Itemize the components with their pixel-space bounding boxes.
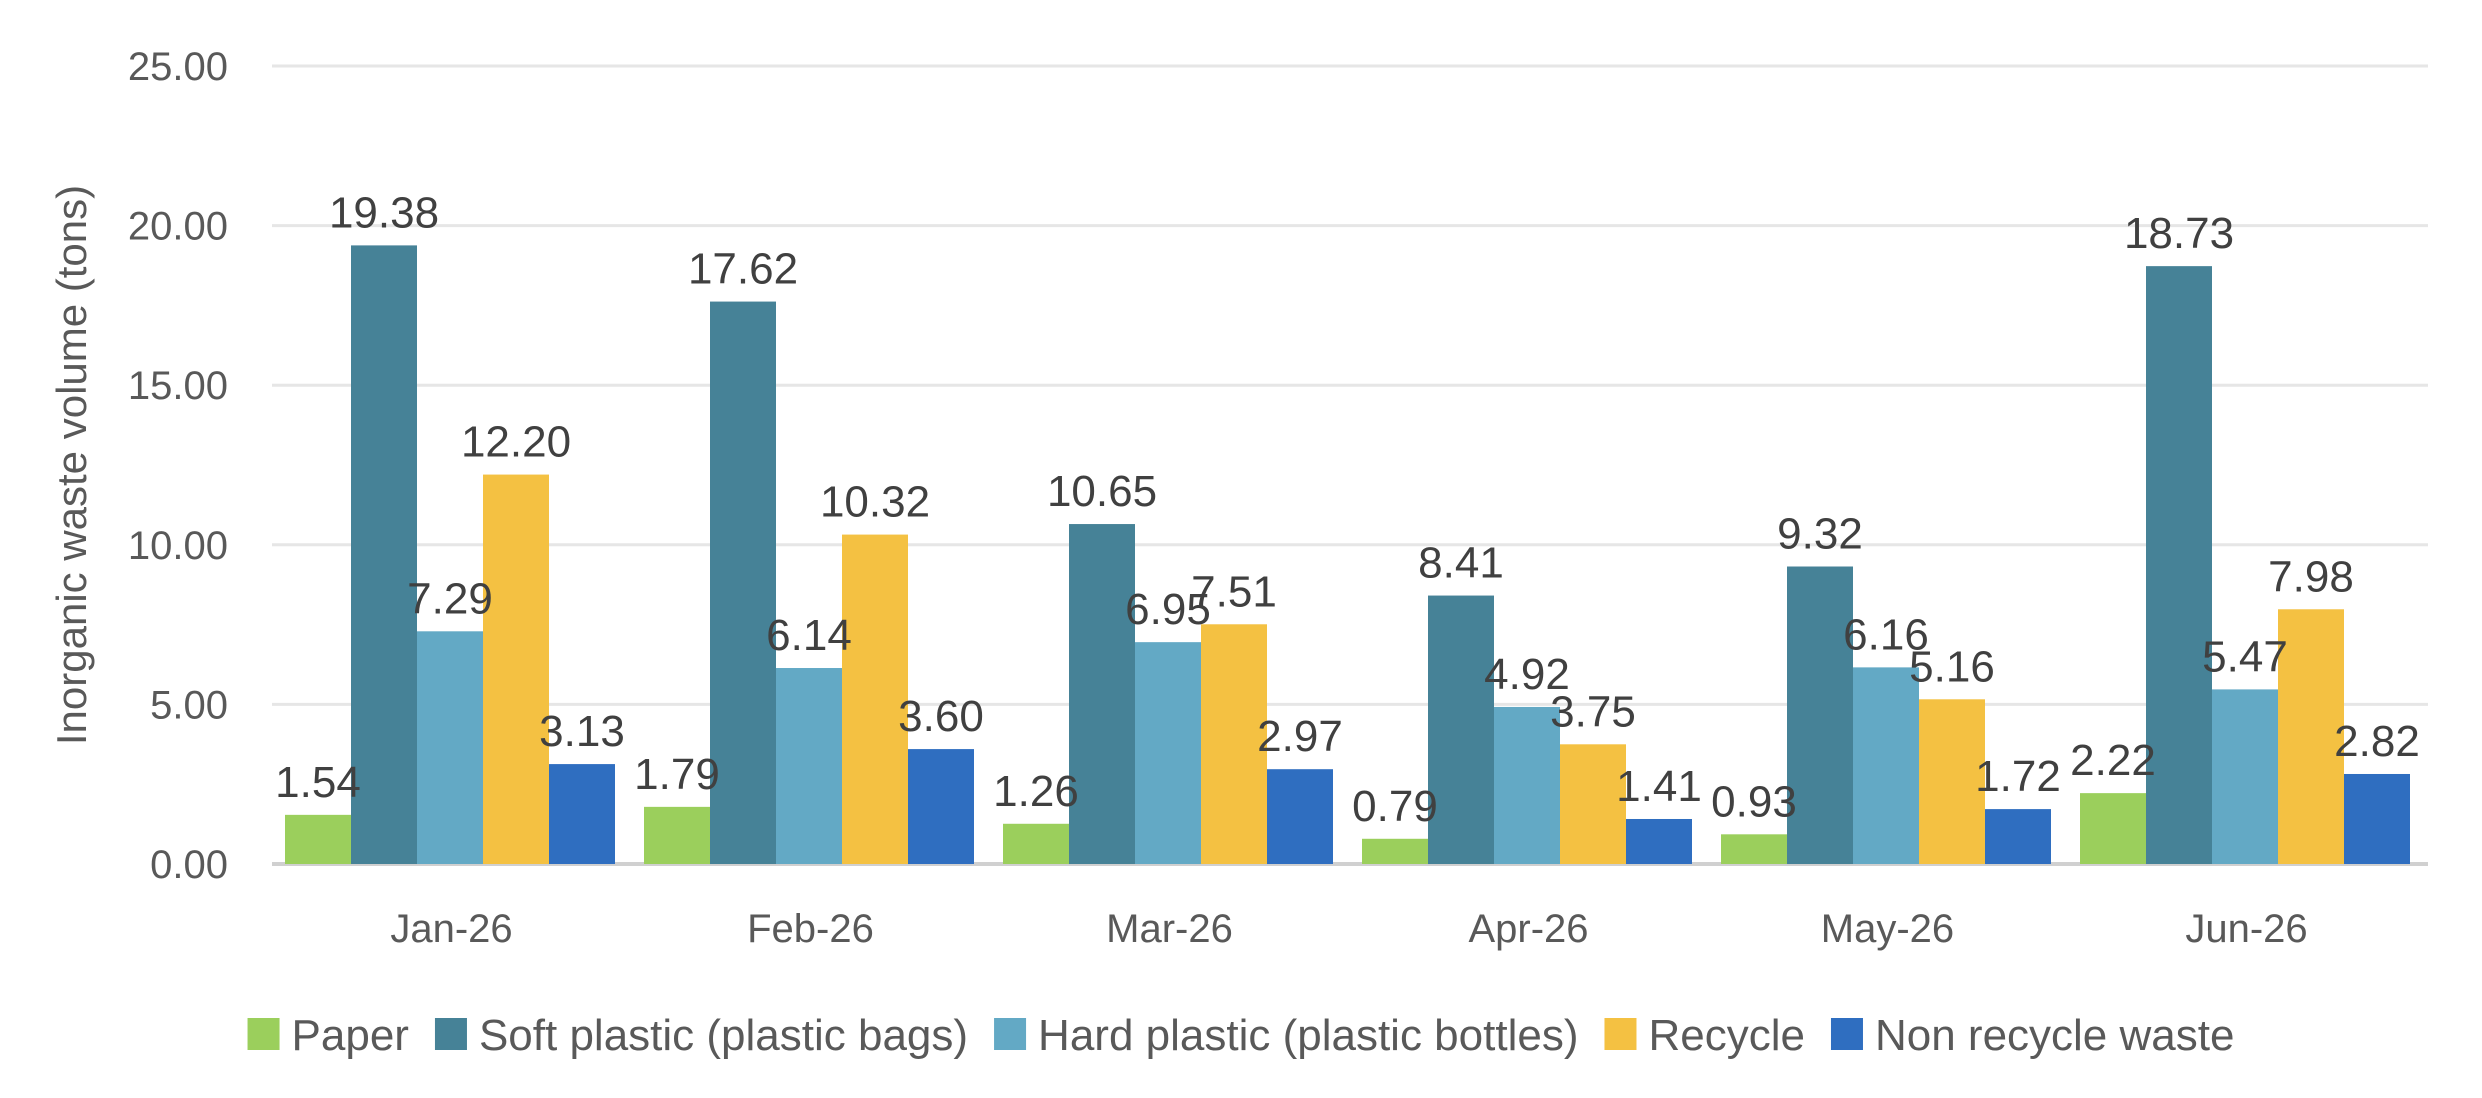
y-tick-label: 0.00 [150, 843, 228, 887]
data-label: 1.26 [993, 767, 1079, 816]
y-axis-title: Inorganic waste volume (tons) [48, 185, 95, 745]
data-label: 12.20 [461, 418, 571, 467]
legend-label: Paper [292, 1011, 409, 1060]
bar [2146, 266, 2212, 864]
bar [908, 749, 974, 864]
legend-label: Soft plastic (plastic bags) [479, 1011, 968, 1060]
bar [1135, 642, 1201, 864]
bar [2080, 793, 2146, 864]
bar [1069, 524, 1135, 864]
data-label: 4.92 [1484, 650, 1570, 699]
data-label: 3.75 [1550, 687, 1636, 736]
bar [1985, 809, 2051, 864]
legend-item: Non recycle waste [1830, 1011, 2234, 1060]
data-label: 9.32 [1777, 510, 1863, 559]
data-label: 17.62 [688, 245, 798, 294]
legend-label: Hard plastic (plastic bottles) [1038, 1011, 1578, 1060]
bar [483, 474, 549, 864]
y-tick-label: 5.00 [150, 683, 228, 727]
bar [1626, 818, 1692, 864]
y-tick-label: 15.00 [128, 364, 228, 408]
bar [1003, 823, 1069, 864]
y-tick-label: 10.00 [128, 524, 228, 568]
data-label: 0.79 [1352, 782, 1438, 831]
data-label: 8.41 [1418, 539, 1504, 588]
x-tick-label: Jun-26 [2185, 907, 2307, 951]
legend-item: Soft plastic (plastic bags) [434, 1011, 968, 1060]
data-label: 6.95 [1125, 585, 1211, 634]
bar [842, 534, 908, 864]
bar [2278, 609, 2344, 864]
data-label: 0.93 [1711, 777, 1797, 826]
data-label: 2.97 [1257, 712, 1343, 761]
bar [1428, 595, 1494, 864]
legend-swatch [247, 1018, 280, 1050]
x-tick-label: May-26 [1821, 907, 1954, 951]
x-tick-label: Apr-26 [1468, 907, 1588, 951]
data-label: 3.60 [898, 692, 984, 741]
data-label: 5.16 [1909, 642, 1995, 691]
x-axis-ticks: Jan-26 Feb-26 Mar-26 Apr-26 May-26 Jun-26 [390, 907, 2307, 951]
x-tick-label: Feb-26 [747, 907, 874, 951]
data-label: 2.82 [2334, 717, 2420, 766]
bar [644, 806, 710, 864]
data-label: 7.98 [2268, 552, 2354, 601]
bar [1853, 667, 1919, 864]
data-label: 1.72 [1975, 752, 2061, 801]
bar [549, 764, 615, 864]
bar [285, 814, 351, 864]
bar [1201, 624, 1267, 864]
data-labels: 1.54 1.79 1.26 0.79 0.93 2.22 19.38 17.62 10.65 8… [275, 188, 2420, 830]
data-label: 10.32 [820, 478, 930, 527]
legend-swatch [1604, 1018, 1637, 1050]
bar [710, 301, 776, 865]
x-tick-label: Jan-26 [390, 907, 512, 951]
bars [285, 245, 2410, 865]
bar [1494, 706, 1560, 864]
bar [1560, 744, 1626, 864]
legend-item: Recycle [1604, 1011, 1805, 1060]
legend-label: Recycle [1648, 1011, 1805, 1060]
legend-item: Paper [247, 1011, 409, 1060]
bar [2344, 773, 2410, 864]
y-tick-label: 20.00 [128, 205, 228, 249]
data-label: 19.38 [329, 188, 439, 237]
data-label: 1.79 [634, 750, 720, 799]
data-label: 10.65 [1047, 467, 1157, 516]
data-label: 1.54 [275, 758, 361, 807]
x-tick-label: Mar-26 [1106, 907, 1233, 951]
data-label: 3.13 [539, 707, 625, 756]
legend-swatch [434, 1018, 467, 1050]
data-label: 5.47 [2202, 632, 2288, 681]
bar [776, 668, 842, 864]
data-label: 6.16 [1843, 610, 1929, 659]
bar [351, 245, 417, 865]
legend-label: Non recycle waste [1875, 1011, 2234, 1060]
data-label: 7.51 [1191, 567, 1277, 616]
legend: Paper Soft plastic (plastic bags) Hard pla… [247, 1011, 2234, 1060]
legend-swatch [1830, 1018, 1863, 1050]
bar [2212, 689, 2278, 864]
bar [1919, 699, 1985, 864]
bar [1787, 566, 1853, 864]
data-label: 1.41 [1616, 762, 1702, 811]
bar [1362, 838, 1428, 864]
data-label: 6.14 [766, 611, 852, 660]
bar [417, 631, 483, 864]
bar [1267, 769, 1333, 864]
y-tick-label: 25.00 [128, 45, 228, 89]
data-label: 7.29 [407, 574, 493, 623]
legend-item: Hard plastic (plastic bottles) [994, 1011, 1578, 1060]
legend-swatch [994, 1018, 1027, 1050]
data-label: 2.22 [2070, 736, 2156, 785]
bar [1721, 834, 1787, 864]
gridlines [272, 64, 2428, 866]
data-label: 18.73 [2124, 209, 2234, 258]
y-axis-ticks: 0.00 5.00 10.00 15.00 20.00 25.00 [128, 45, 228, 887]
